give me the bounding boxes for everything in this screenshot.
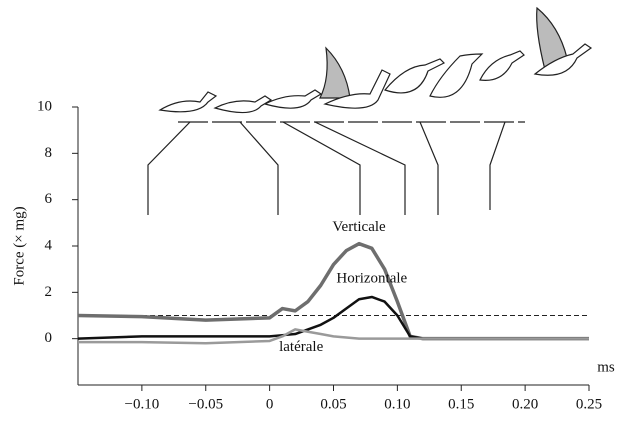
x-tick-label: 0.15 <box>448 396 474 412</box>
y-tick-label: 6 <box>45 191 53 207</box>
y-tick-label: 10 <box>37 98 52 114</box>
x-tick-label: 0.05 <box>320 396 346 412</box>
y-tick-label: 2 <box>45 284 53 300</box>
y-tick-label: 4 <box>45 237 53 253</box>
x-axis-label: ms <box>597 359 615 375</box>
y-tick-label: 0 <box>45 330 53 346</box>
series-label: Verticale <box>332 219 386 235</box>
series-line <box>78 244 589 339</box>
series-label: Horizontale <box>336 270 407 286</box>
x-tick-label: −0.10 <box>125 396 160 412</box>
x-tick-label: −0.05 <box>188 396 223 412</box>
chart: Force (× mg) ms 0 2 4 6 8 10 −0.10 −0.05 0 0.05 0.… <box>0 0 629 425</box>
x-tick-label: 0.20 <box>512 396 538 412</box>
x-tick-label: 0.10 <box>384 396 410 412</box>
illustration <box>148 8 591 215</box>
y-tick-label: 8 <box>45 145 53 161</box>
y-axis-label: Force (× mg) <box>11 206 27 285</box>
x-tick-label: 0.25 <box>576 396 602 412</box>
series-label: latérale <box>279 339 323 355</box>
x-tick-label: 0 <box>266 396 274 412</box>
